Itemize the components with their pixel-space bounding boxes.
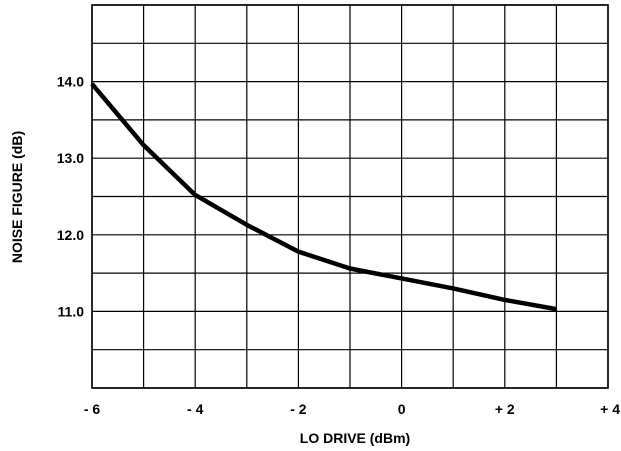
data-point <box>297 250 300 253</box>
series-layer <box>90 82 558 312</box>
y-tick-label: 12.0 <box>57 227 84 243</box>
data-point <box>452 287 455 290</box>
x-tick-label: 0 <box>398 401 406 417</box>
data-point <box>194 194 196 196</box>
y-tick-labels: 11.0 12.0 13.0 14.0 <box>57 74 84 320</box>
x-tick-label: - 6 <box>84 401 101 417</box>
x-tick-label: + 4 <box>600 401 620 417</box>
plot-border <box>91 4 609 389</box>
y-axis-title: NOISE FIGURE (dB) <box>9 131 25 263</box>
data-point <box>246 224 248 226</box>
data-point <box>91 83 93 85</box>
x-tick-label: - 2 <box>290 401 307 417</box>
x-tick-labels: - 6 - 4 - 2 0 + 2 + 4 <box>84 401 620 417</box>
x-tick-label: - 4 <box>187 401 204 417</box>
data-point <box>142 144 145 146</box>
data-point <box>555 308 558 310</box>
y-tick-label: 13.0 <box>57 150 84 166</box>
plot-frame <box>91 4 609 389</box>
y-tick-label: 14.0 <box>57 74 84 90</box>
y-tick-label: 11.0 <box>58 303 85 319</box>
data-point <box>504 299 506 301</box>
data-point <box>400 277 403 280</box>
noise-figure-line <box>90 82 557 312</box>
x-axis-title: LO DRIVE (dBm) <box>300 430 410 446</box>
x-tick-label: + 2 <box>495 401 515 417</box>
data-point <box>349 267 351 270</box>
